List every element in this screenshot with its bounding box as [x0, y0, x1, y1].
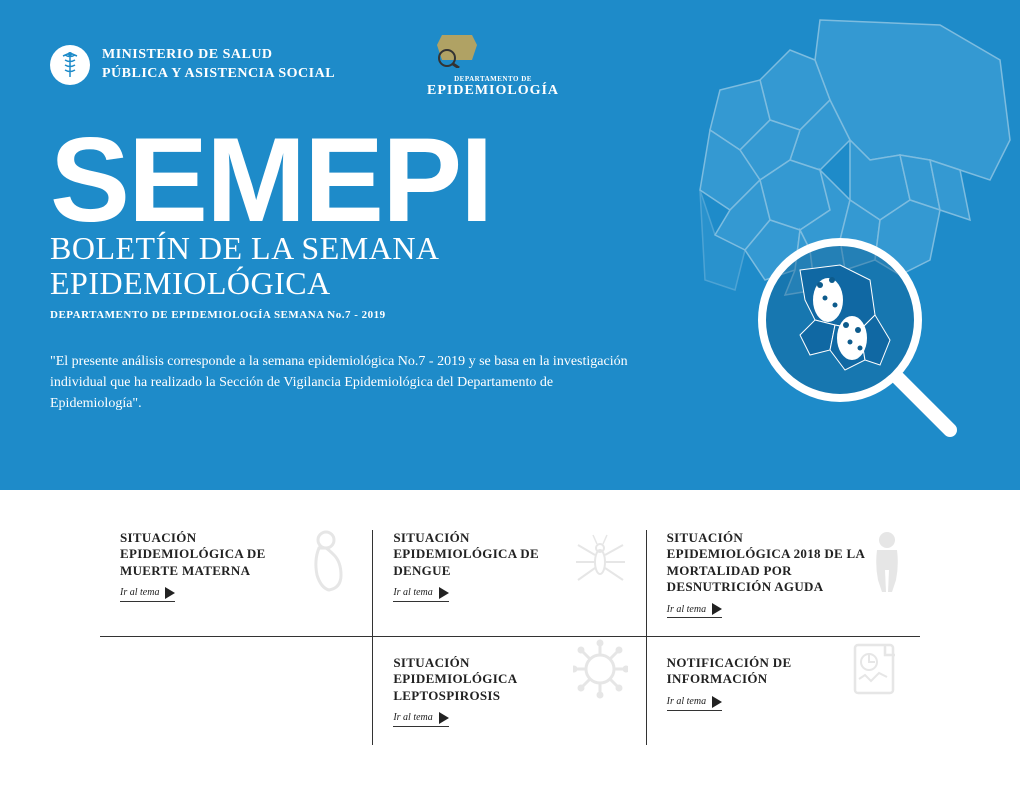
- link-text: Ir al tema: [120, 587, 159, 598]
- topic-title: SITUACIÓN EPIDEMIOLÓGICA DE DENGUE: [393, 530, 543, 579]
- epidemiology-logo: DEPARTAMENTO DE EPIDEMIOLOGÍA: [427, 30, 559, 99]
- link-text: Ir al tema: [667, 696, 706, 707]
- link-text: Ir al tema: [667, 604, 706, 615]
- hero-banner: MINISTERIO DE SALUD PÚBLICA Y ASISTENCIA…: [0, 0, 1020, 490]
- epi-main-label: EPIDEMIOLOGÍA: [427, 83, 559, 99]
- ministry-logo-icon: [50, 45, 90, 85]
- link-text: Ir al tema: [393, 712, 432, 723]
- person-icon: [860, 530, 915, 595]
- topic-title: SITUACIÓN EPIDEMIOLÓGICA 2018 DE LA MORT…: [667, 530, 867, 595]
- pregnant-icon: [299, 530, 354, 595]
- topic-title: NOTIFICACIÓN DE INFORMACIÓN: [667, 655, 817, 688]
- topic-leptospirosis: SITUACIÓN EPIDEMIOLÓGICA LEPTOSPIROSIS I…: [373, 637, 646, 745]
- document-icon: [847, 637, 902, 702]
- description-text: "El presente análisis corresponde a la s…: [50, 351, 630, 414]
- ministry-line2: PÚBLICA Y ASISTENCIA SOCIAL: [102, 65, 335, 83]
- topics-grid: SITUACIÓN EPIDEMIOLÓGICA DE MUERTE MATER…: [0, 490, 1020, 745]
- topic-dengue: SITUACIÓN EPIDEMIOLÓGICA DE DENGUE Ir al…: [373, 530, 646, 637]
- ministry-name: MINISTERIO DE SALUD PÚBLICA Y ASISTENCIA…: [102, 46, 335, 82]
- mosquito-icon: [573, 530, 628, 595]
- topic-desnutricion: SITUACIÓN EPIDEMIOLÓGICA 2018 DE LA MORT…: [647, 530, 920, 637]
- ministry-line1: MINISTERIO DE SALUD: [102, 46, 335, 64]
- play-icon: [439, 712, 449, 724]
- topic-title: SITUACIÓN EPIDEMIOLÓGICA DE MUERTE MATER…: [120, 530, 270, 579]
- link-text: Ir al tema: [393, 587, 432, 598]
- topic-title: SITUACIÓN EPIDEMIOLÓGICA LEPTOSPIROSIS: [393, 655, 543, 704]
- empty-cell: [100, 637, 373, 745]
- topic-notificacion: NOTIFICACIÓN DE INFORMACIÓN Ir al tema: [647, 637, 920, 745]
- topic-link[interactable]: Ir al tema: [393, 587, 448, 602]
- play-icon: [712, 696, 722, 708]
- play-icon: [439, 587, 449, 599]
- play-icon: [712, 603, 722, 615]
- play-icon: [165, 587, 175, 599]
- topic-muerte-materna: SITUACIÓN EPIDEMIOLÓGICA DE MUERTE MATER…: [100, 530, 373, 637]
- topic-link[interactable]: Ir al tema: [667, 696, 722, 711]
- map-illustration: [600, 0, 1020, 490]
- topic-link[interactable]: Ir al tema: [120, 587, 175, 602]
- epi-dept-label: DEPARTAMENTO DE: [427, 75, 559, 83]
- topic-link[interactable]: Ir al tema: [667, 603, 722, 618]
- topic-link[interactable]: Ir al tema: [393, 712, 448, 727]
- virus-icon: [573, 637, 628, 702]
